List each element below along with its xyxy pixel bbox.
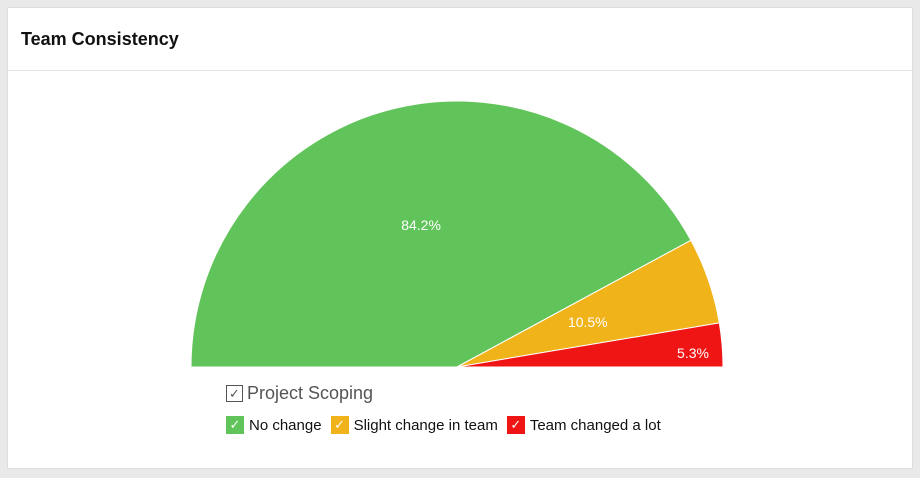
legend-check-icon[interactable]: ✓	[226, 416, 244, 434]
data-label-2: 5.3%	[677, 345, 709, 361]
legend-label: Team changed a lot	[529, 416, 661, 434]
legend-label: No change	[249, 416, 322, 434]
legend-item-no-change[interactable]: ✓ No change	[226, 416, 322, 434]
checkbox-icon[interactable]: ✓	[226, 385, 243, 402]
legend-item-slight-change[interactable]: ✓ Slight change in team	[330, 416, 498, 434]
pie-slice-2[interactable]	[456, 322, 724, 368]
data-label-1: 10.5%	[568, 314, 608, 330]
legend-group-label: Project Scoping	[247, 383, 374, 403]
legend-group-toggle[interactable]: ✓ Project Scoping	[226, 383, 373, 404]
pie-slice-0[interactable]	[190, 100, 692, 368]
legend-item-changed-a-lot[interactable]: ✓ Team changed a lot	[506, 416, 661, 434]
legend-check-icon[interactable]: ✓	[330, 416, 349, 434]
legend-check-icon[interactable]: ✓	[506, 416, 525, 434]
card-header: Team Consistency	[8, 8, 912, 71]
legend-label: Slight change in team	[353, 416, 498, 434]
legend: ✓ No change ✓ Slight change in team ✓ Te…	[226, 416, 670, 434]
card-title: Team Consistency	[21, 28, 179, 49]
data-label-0: 84.2%	[401, 217, 441, 233]
